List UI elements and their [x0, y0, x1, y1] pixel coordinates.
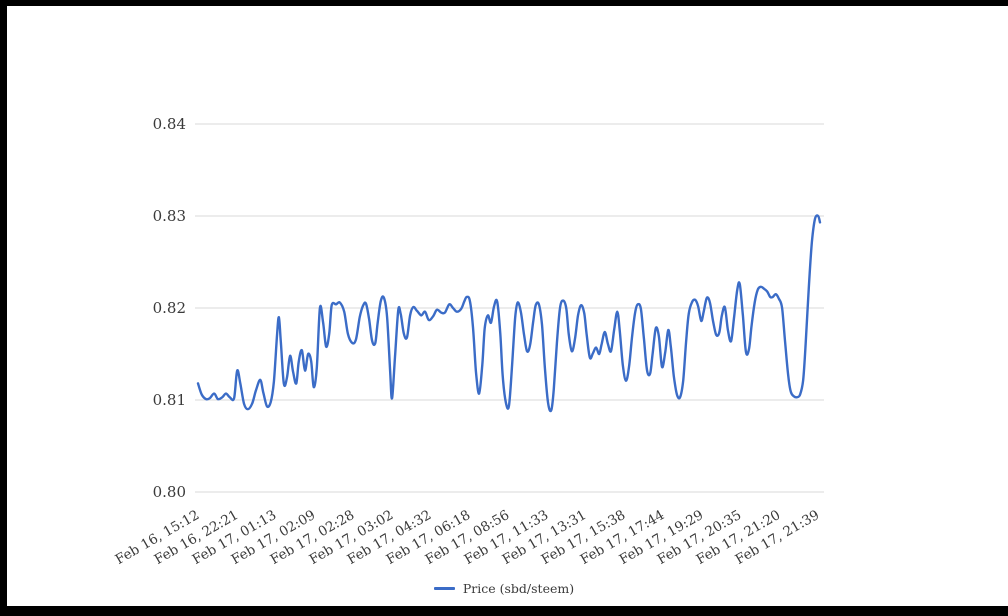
y-tick-label: 0.81 — [152, 391, 186, 409]
y-tick-label: 0.80 — [152, 483, 186, 501]
y-tick-label: 0.83 — [152, 207, 186, 225]
y-tick-label: 0.84 — [152, 115, 186, 133]
y-tick-label: 0.82 — [152, 299, 186, 317]
price-line — [196, 214, 822, 413]
legend-label: Price (sbd/steem) — [462, 580, 575, 596]
legend: Price (sbd/steem) — [0, 579, 1008, 597]
plot-area[interactable] — [195, 112, 827, 504]
legend-line-swatch — [433, 586, 455, 590]
page-background — [7, 6, 1008, 606]
